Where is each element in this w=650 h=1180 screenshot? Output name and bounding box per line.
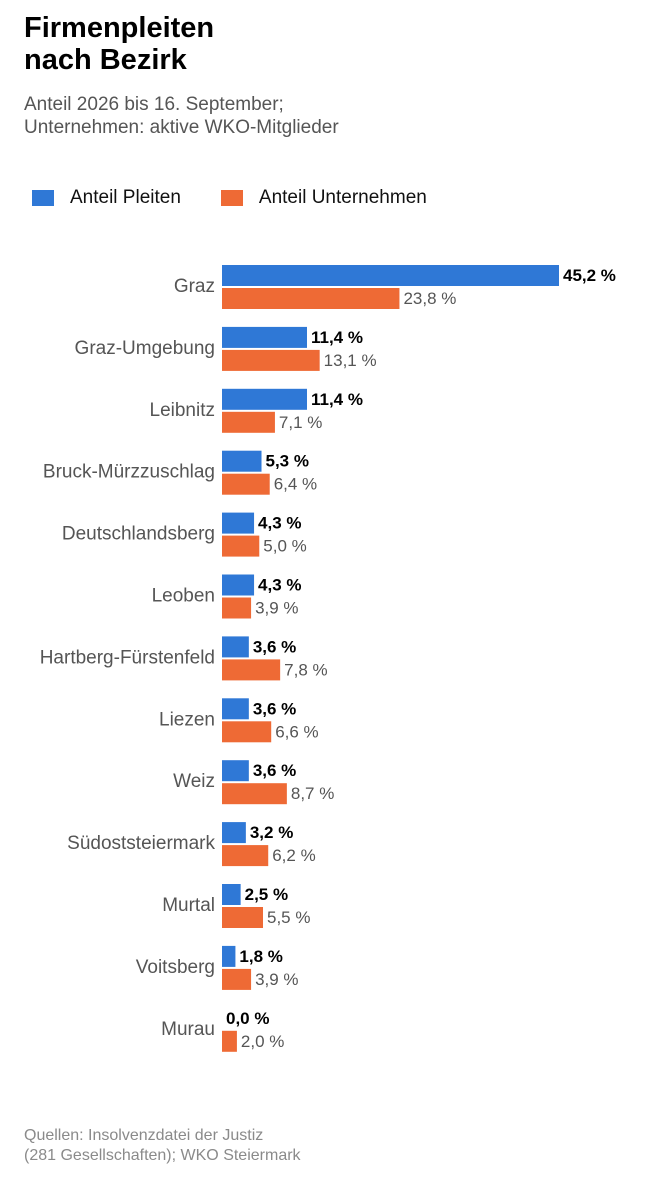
category-label-row-7: Liezen [159, 709, 215, 730]
chart-title-line-2: nach Bezirk [24, 44, 187, 76]
bar-unternehmen-row-1 [222, 349, 320, 371]
category-label-row-4: Deutschlandsberg [62, 524, 215, 545]
category-label-row-0: Graz [174, 276, 215, 297]
value-label-unternehmen-row-4: 5,0 % [263, 537, 306, 556]
value-label-pleiten-row-3: 5,3 % [266, 452, 309, 471]
value-label-unternehmen-row-12: 2,0 % [241, 1032, 284, 1051]
bar-pleiten-row-7 [222, 698, 249, 720]
bar-unternehmen-row-5 [222, 597, 252, 619]
bar-unternehmen-row-0 [222, 288, 400, 309]
category-label-row-10: Murtal [162, 895, 215, 916]
bar-unternehmen-row-8 [222, 783, 287, 805]
value-label-pleiten-row-7: 3,6 % [253, 699, 296, 718]
chart-title: Firmenpleiten nach Bezirk [24, 12, 214, 76]
legend-item-unternehmen: Anteil Unternehmen [220, 187, 427, 209]
category-label-row-2: Leibnitz [150, 400, 216, 421]
chart-title-line-1: Firmenpleiten [24, 12, 215, 44]
bar-pleiten-row-8 [222, 760, 249, 782]
category-label-row-6: Hartberg-Fürstenfeld [40, 647, 215, 668]
bar-pleiten-row-10 [222, 884, 241, 905]
category-label-row-5: Leoben [152, 586, 215, 607]
value-label-pleiten-row-9: 3,2 % [250, 823, 293, 842]
category-label-row-1: Graz-Umgebung [75, 338, 215, 359]
bar-unternehmen-row-7 [222, 721, 272, 743]
legend-label-pleiten: Anteil Pleiten [70, 187, 181, 208]
chart-legend: Anteil Pleiten Anteil Unternehmen [32, 187, 467, 209]
bar-pleiten-row-0 [222, 265, 559, 286]
bar-pleiten-row-3 [222, 450, 262, 472]
source-line-1: Quellen: Insolvenzdatei der Justiz [24, 1127, 264, 1144]
bar-pleiten-row-4 [222, 512, 255, 534]
bar-pleiten-row-11 [222, 945, 236, 967]
legend-item-pleiten: Anteil Pleiten [32, 187, 181, 209]
category-label-row-3: Bruck-Mürzzuschlag [43, 462, 215, 483]
bar-unternehmen-row-9 [222, 845, 269, 867]
value-label-pleiten-row-6: 3,6 % [253, 637, 296, 656]
value-label-pleiten-row-0: 45,2 % [563, 266, 616, 285]
category-label-row-8: Weiz [173, 771, 215, 792]
source-line-2: (281 Gesellschaften); WKO Steiermark [24, 1147, 301, 1164]
bar-pleiten-row-9 [222, 822, 246, 844]
bar-pleiten-row-1 [222, 326, 307, 348]
value-label-unternehmen-row-9: 6,2 % [272, 846, 315, 865]
value-label-unternehmen-row-8: 8,7 % [291, 784, 334, 803]
chart-subtitle-line-1: Anteil 2026 bis 16. September; [24, 94, 284, 115]
bar-unternehmen-row-2 [222, 411, 275, 433]
bar-unternehmen-row-6 [222, 659, 281, 681]
bar-unternehmen-row-12 [222, 1030, 237, 1052]
legend-label-unternehmen: Anteil Unternehmen [258, 187, 427, 208]
value-label-pleiten-row-8: 3,6 % [253, 761, 296, 780]
value-label-unternehmen-row-5: 3,9 % [255, 598, 298, 617]
value-label-pleiten-row-2: 11,4 % [311, 390, 363, 409]
value-label-pleiten-row-4: 4,3 % [258, 514, 301, 533]
value-label-pleiten-row-1: 11,4 % [311, 328, 363, 347]
legend-swatch-unternehmen [220, 190, 243, 206]
chart-subtitle: Anteil 2026 bis 16. September; Unternehm… [24, 93, 624, 139]
legend-swatch-pleiten [32, 190, 54, 206]
value-label-unternehmen-row-10: 5,5 % [267, 908, 310, 927]
chart-subtitle-line-2: Unternehmen: aktive WKO-Mitglieder [24, 117, 339, 138]
bar-pleiten-row-5 [222, 574, 255, 596]
category-label-row-11: Voitsberg [136, 957, 215, 978]
value-label-unternehmen-row-1: 13,1 % [324, 351, 377, 370]
value-label-pleiten-row-12: 0,0 % [226, 1009, 269, 1028]
value-label-unternehmen-row-2: 7,1 % [279, 413, 322, 432]
value-label-pleiten-row-5: 4,3 % [258, 575, 301, 594]
value-label-pleiten-row-11: 1,8 % [239, 947, 282, 966]
category-label-row-9: Südoststeiermark [67, 833, 215, 854]
bar-pleiten-row-6 [222, 636, 249, 658]
value-label-unternehmen-row-6: 7,8 % [284, 660, 327, 679]
value-label-unternehmen-row-7: 6,6 % [275, 722, 318, 741]
bar-pleiten-row-2 [222, 388, 307, 410]
value-label-unternehmen-row-11: 3,9 % [255, 970, 298, 989]
bar-unternehmen-row-10 [222, 907, 264, 928]
value-label-pleiten-row-10: 2,5 % [245, 885, 288, 904]
bar-unternehmen-row-3 [222, 473, 270, 495]
bar-unternehmen-row-4 [222, 535, 260, 557]
bar-unternehmen-row-11 [222, 968, 252, 990]
category-label-row-12: Murau [161, 1019, 215, 1040]
chart-source: Quellen: Insolvenzdatei der Justiz (281 … [24, 1126, 624, 1166]
value-label-unternehmen-row-0: 23,8 % [403, 289, 456, 308]
value-label-unternehmen-row-3: 6,4 % [274, 475, 317, 494]
